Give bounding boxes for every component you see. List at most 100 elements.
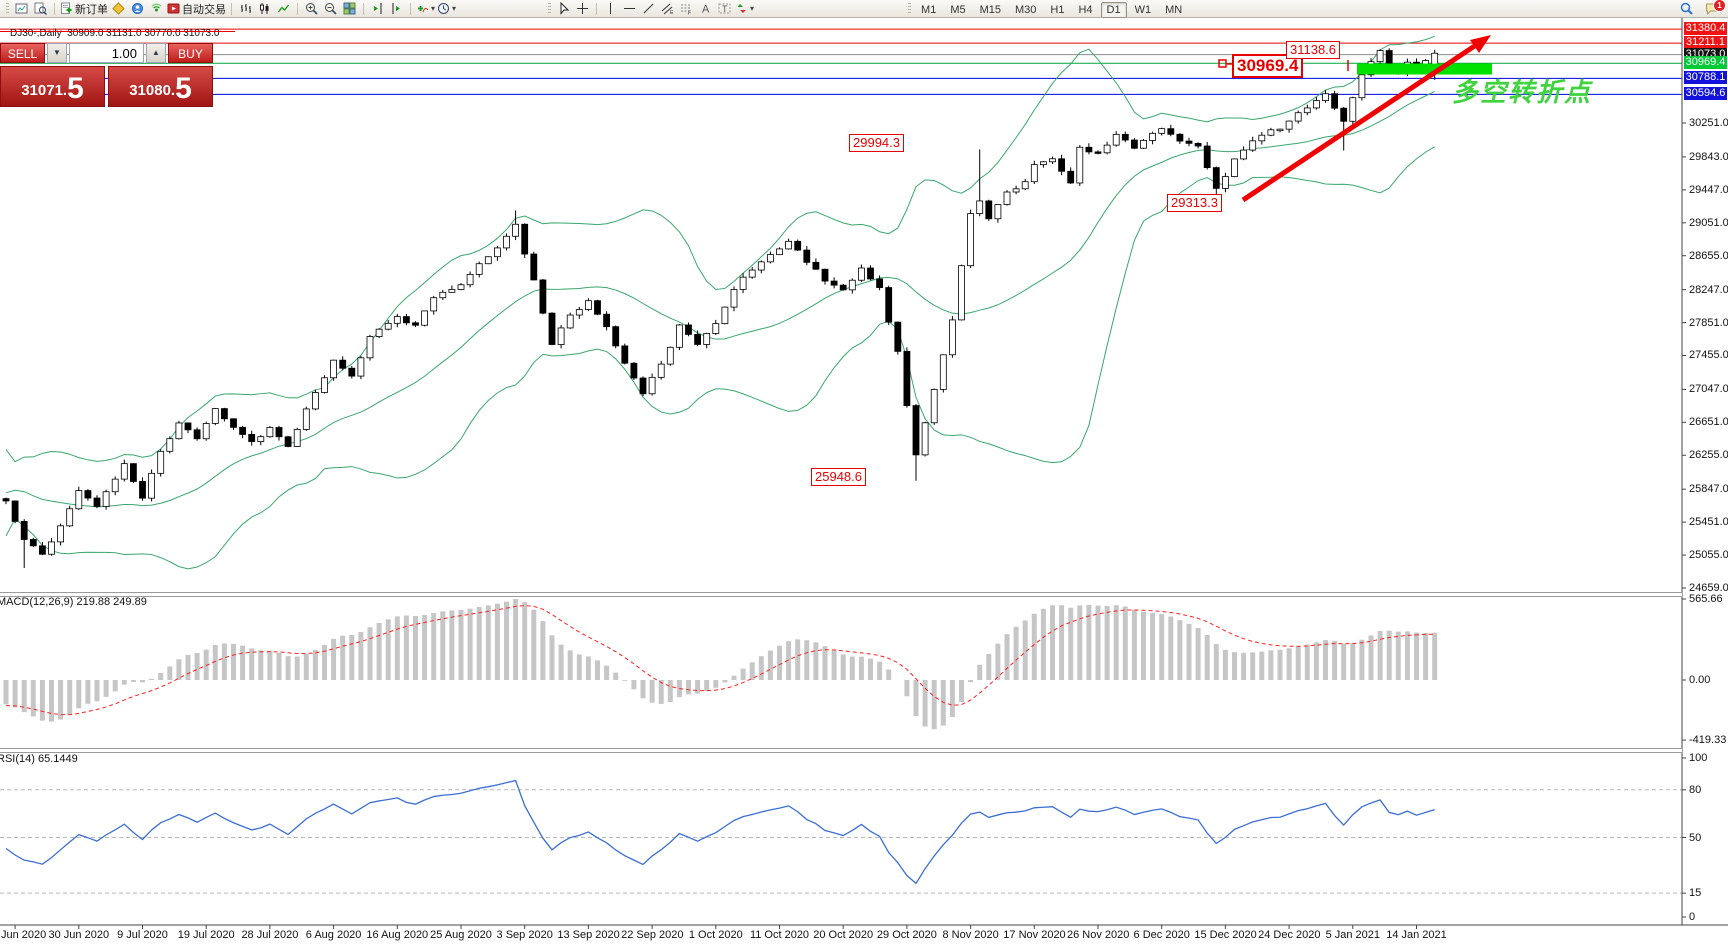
volume-decrease-button[interactable]: ▼ — [47, 43, 67, 63]
tile-windows-button[interactable] — [340, 1, 359, 17]
buy-price-button[interactable]: 31080. 5 — [108, 66, 213, 107]
timeframe-M30[interactable]: M30 — [1015, 3, 1037, 16]
date-label: 5 Jan 2021 — [1325, 929, 1381, 941]
market-button[interactable] — [109, 1, 128, 17]
signals-button[interactable] — [147, 1, 166, 17]
timeframe-H4[interactable]: H4 — [1078, 3, 1093, 16]
buy-price: 31080. — [129, 82, 176, 99]
zoom-out-icon — [325, 3, 337, 15]
crosshair-tool-button[interactable] — [573, 1, 592, 17]
one-click-trading-panel: SELL ▼ ▲ BUY 31071.5 31080.5 — [0, 43, 213, 107]
auto-scroll-button[interactable] — [387, 1, 406, 17]
community-icon — [132, 3, 143, 14]
candlestick-chart-button[interactable] — [255, 1, 274, 17]
chart-shift-button[interactable] — [368, 1, 387, 17]
sell-price-button[interactable]: 31071. 5 — [0, 66, 105, 107]
rsi-tick-label: 100 — [1689, 752, 1708, 764]
line-chart-button[interactable] — [274, 1, 293, 17]
fibonacci-tool-button[interactable]: F — [677, 1, 696, 17]
toolbar-grip[interactable] — [548, 3, 552, 14]
timeframe-toolbar: M1 M5 M15 M30 H1 H4 D1 W1 MN — [914, 0, 1189, 18]
periods-button[interactable]: ▾ — [436, 1, 457, 17]
annotation-resistance-high[interactable]: 31138.6 — [1286, 41, 1341, 59]
timeframe-M15[interactable]: M15 — [979, 3, 1002, 16]
price-tag-31380.4: 31380.4 — [1684, 22, 1727, 36]
resistance-line-over-title — [0, 31, 235, 32]
macd-panel-separator[interactable] — [0, 592, 1682, 597]
community-button[interactable] — [128, 1, 147, 17]
autotrade-icon — [167, 3, 180, 14]
timeframe-W1[interactable]: W1 — [1134, 3, 1152, 16]
timeframe-H1[interactable]: H1 — [1050, 3, 1065, 16]
bollinger-upper — [5, 35, 1435, 463]
rsi-tick-label: 80 — [1689, 783, 1702, 796]
annotation-dec-low[interactable]: 29313.3 — [1167, 194, 1222, 212]
chart-profile-button[interactable] — [31, 1, 50, 17]
volume-increase-button[interactable]: ▲ — [146, 43, 166, 63]
vertical-line-icon — [610, 3, 612, 14]
indicators-icon — [418, 6, 429, 13]
arrows-dropdown-caret: ▾ — [750, 3, 755, 13]
text-label-tool-button[interactable]: T — [715, 1, 734, 17]
macd-tick-label: 0.00 — [1689, 674, 1711, 686]
timeframe-M1[interactable]: M1 — [921, 3, 937, 16]
new-order-button[interactable]: 新订单 — [59, 1, 109, 17]
date-label: 15 Dec 2020 — [1194, 929, 1257, 941]
bar-chart-button[interactable] — [236, 1, 255, 17]
toolbar-grip[interactable] — [6, 3, 9, 14]
timeframe-M5[interactable]: M5 — [950, 3, 966, 16]
annotation-turning-point-note[interactable]: 多空转折点 — [1452, 77, 1593, 107]
horizontal-line-tool-button[interactable] — [620, 1, 639, 17]
price-tag-30788.1: 30788.1 — [1684, 71, 1727, 85]
timeframe-D1[interactable]: D1 — [1100, 1, 1127, 18]
zoom-in-button[interactable] — [302, 1, 321, 17]
toolbar-separator — [410, 2, 411, 15]
zoom-out-button[interactable] — [321, 1, 340, 17]
buy-button[interactable]: BUY — [168, 43, 213, 63]
arrows-icon — [737, 4, 747, 13]
macd-signal-line — [5, 605, 1435, 716]
price-tag-30969.4: 30969.4 — [1684, 56, 1727, 70]
toolbar-grip[interactable] — [908, 3, 912, 14]
autotrade-button[interactable]: 自动交易 — [166, 1, 227, 17]
date-label: 6 Dec 2020 — [1133, 929, 1190, 941]
annotation-oct-low[interactable]: 25948.6 — [811, 468, 866, 486]
price-tick-label: 25055.0 — [1689, 549, 1728, 562]
symbol-period: DJ30-,Daily — [10, 28, 62, 39]
buy-price-fraction: 5 — [175, 72, 192, 105]
timeframe-MN[interactable]: MN — [1165, 3, 1183, 16]
notifications-button[interactable]: 1 — [1702, 0, 1726, 17]
toolbar-separator — [231, 2, 232, 15]
date-label: 9 Jul 2020 — [117, 929, 168, 941]
svg-text:F: F — [688, 11, 691, 16]
text-icon: A — [702, 4, 710, 16]
cursor-tool-button[interactable] — [554, 1, 573, 17]
arrows-tool-button[interactable]: ▾ — [734, 1, 755, 17]
text-tool-button[interactable]: A — [696, 1, 715, 17]
bollinger-lower — [5, 146, 1435, 570]
trendline-tool-button[interactable] — [639, 1, 658, 17]
ohlc-values: 30909.0 31131.0 30770.0 31073.0 — [67, 28, 220, 39]
price-tick-label: 28247.0 — [1689, 283, 1728, 296]
price-tick-label: 26255.0 — [1689, 449, 1728, 462]
date-label: 19 Jul 2020 — [177, 929, 235, 941]
volume-input[interactable] — [69, 43, 144, 63]
sell-price-fraction: 5 — [67, 72, 84, 105]
vertical-line-tool-button[interactable] — [601, 1, 620, 17]
sell-button[interactable]: SELL — [0, 43, 45, 63]
equidistant-channel-icon: E — [661, 3, 674, 15]
date-label: 17 Nov 2020 — [1003, 929, 1066, 941]
new-chart-button[interactable] — [12, 1, 31, 17]
rsi-panel-separator[interactable] — [0, 748, 1682, 753]
channel-tool-button[interactable]: E — [658, 1, 677, 17]
indicators-button[interactable]: ▾ — [415, 1, 436, 17]
date-label: 8 Nov 2020 — [942, 929, 999, 941]
svg-text:T: T — [722, 4, 728, 14]
price-tick-label: 29447.0 — [1689, 183, 1728, 196]
zoom-in-icon — [306, 3, 318, 15]
search-button[interactable] — [1677, 1, 1696, 17]
price-tick-label: 27455.0 — [1689, 349, 1728, 362]
trend-arrow-line — [1241, 42, 1478, 203]
annotation-nov-high[interactable]: 29994.3 — [849, 134, 904, 152]
